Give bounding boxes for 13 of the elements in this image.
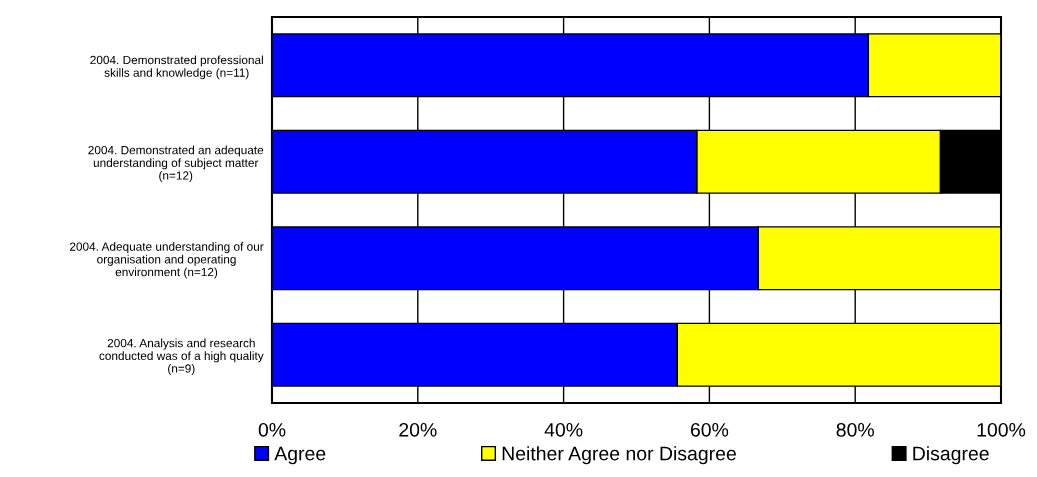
x-tick-label: 80% bbox=[836, 422, 874, 437]
x-tick-label: 100% bbox=[977, 422, 1026, 437]
legend-label: Agree bbox=[274, 446, 326, 465]
x-tick-label: 60% bbox=[690, 422, 729, 437]
y-tick-label: 2004. Demonstrated professional skills and knowledge (n=11) bbox=[90, 55, 263, 80]
x-tick-label: 0% bbox=[258, 422, 286, 437]
x-tick-label: 20% bbox=[399, 422, 437, 437]
legend-label: Disagree bbox=[913, 446, 989, 465]
y-tick-label: 2004. Adequate understanding of our organisation and operating environment (n=12) bbox=[69, 242, 264, 279]
y-tick-label: 2004. Demonstrated an adequate understanding of subject matter (n=12) bbox=[88, 145, 264, 183]
y-tick-label: 2004. Analysis and research conducted was of a high quality (n=9) bbox=[99, 338, 264, 376]
x-tick-label: 40% bbox=[544, 422, 583, 437]
legend-label: Neither Agree nor Disagree bbox=[502, 446, 736, 465]
